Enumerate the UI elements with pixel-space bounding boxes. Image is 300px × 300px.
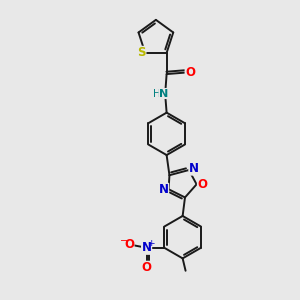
- Text: O: O: [197, 178, 208, 191]
- Text: N: N: [189, 162, 199, 175]
- Text: −: −: [120, 236, 128, 246]
- Text: O: O: [124, 238, 134, 251]
- Text: O: O: [185, 66, 195, 79]
- Text: O: O: [142, 261, 152, 274]
- Text: H: H: [153, 88, 161, 98]
- Text: N: N: [142, 241, 152, 254]
- Text: +: +: [147, 238, 154, 247]
- Text: N: N: [159, 183, 169, 196]
- Text: S: S: [137, 46, 146, 59]
- Text: N: N: [159, 88, 168, 98]
